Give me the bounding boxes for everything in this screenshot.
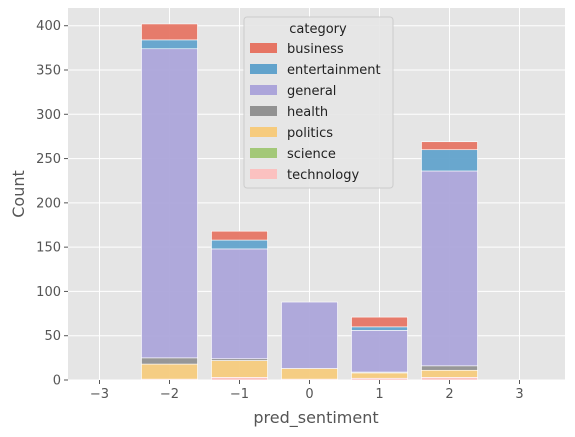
y-axis-label: Count — [9, 170, 28, 218]
bar-business — [351, 316, 408, 328]
legend-swatch-politics — [250, 127, 277, 137]
bar-general — [281, 301, 338, 369]
legend-label-entertainment: entertainment — [287, 63, 381, 78]
legend-label-politics: politics — [287, 126, 333, 141]
bars — [141, 23, 478, 381]
x-tick-label: −2 — [160, 387, 179, 402]
y-tick-label: 50 — [44, 329, 61, 344]
y-tick-label: 350 — [36, 64, 61, 79]
bar-politics — [141, 363, 198, 380]
legend-swatch-health — [250, 106, 277, 116]
y-tick-label: 400 — [36, 19, 61, 34]
legend-swatch-technology — [250, 169, 277, 179]
bar-general — [141, 48, 198, 359]
legend-label-technology: technology — [287, 168, 359, 183]
legend-label-science: science — [287, 147, 336, 162]
x-tick-label: −3 — [90, 387, 109, 402]
legend-label-health: health — [287, 105, 328, 120]
bar-entertainment — [141, 39, 198, 50]
y-tick-label: 250 — [36, 152, 61, 167]
legend-box — [243, 16, 394, 189]
x-tick-label: 3 — [515, 387, 523, 402]
x-tick-label: 1 — [375, 387, 383, 402]
bar-business — [421, 141, 478, 151]
legend-title: category — [289, 22, 347, 37]
bar-politics — [281, 368, 338, 380]
legend-swatch-science — [250, 148, 277, 158]
x-axis-label: pred_sentiment — [253, 408, 378, 428]
bar-general — [421, 170, 478, 367]
bar-politics — [421, 369, 478, 378]
x-tick-label: 2 — [445, 387, 453, 402]
legend-label-business: business — [287, 42, 344, 57]
bar-business — [211, 230, 268, 241]
y-tick-label: 200 — [36, 196, 61, 211]
bar-technology — [421, 377, 478, 381]
y-axis: 0 50 100 150 200 250 300 350 400 — [36, 19, 68, 389]
bar-general — [351, 330, 408, 373]
bar-politics — [351, 372, 408, 379]
x-tick-label: −1 — [230, 387, 249, 402]
bar-entertainment — [421, 149, 478, 172]
bar-technology — [211, 377, 268, 381]
legend-swatch-business — [250, 43, 277, 53]
y-tick-label: 0 — [53, 374, 61, 389]
y-tick-label: 100 — [36, 285, 61, 300]
legend: category business entertainment general hea… — [243, 16, 394, 189]
y-tick-label: 150 — [36, 241, 61, 256]
bar-politics — [211, 360, 268, 378]
bar-health — [421, 365, 478, 371]
bar-health — [141, 357, 198, 365]
bar-general — [211, 248, 268, 360]
legend-label-general: general — [287, 84, 336, 99]
bar-entertainment — [211, 239, 268, 250]
bar-entertainment — [351, 326, 408, 331]
legend-swatch-entertainment — [250, 64, 277, 74]
x-axis: −3 −2 −1 0 1 2 3 — [90, 380, 524, 402]
legend-swatch-general — [250, 85, 277, 95]
bar-business — [141, 23, 198, 41]
x-tick-label: 0 — [305, 387, 313, 402]
y-tick-label: 300 — [36, 108, 61, 123]
